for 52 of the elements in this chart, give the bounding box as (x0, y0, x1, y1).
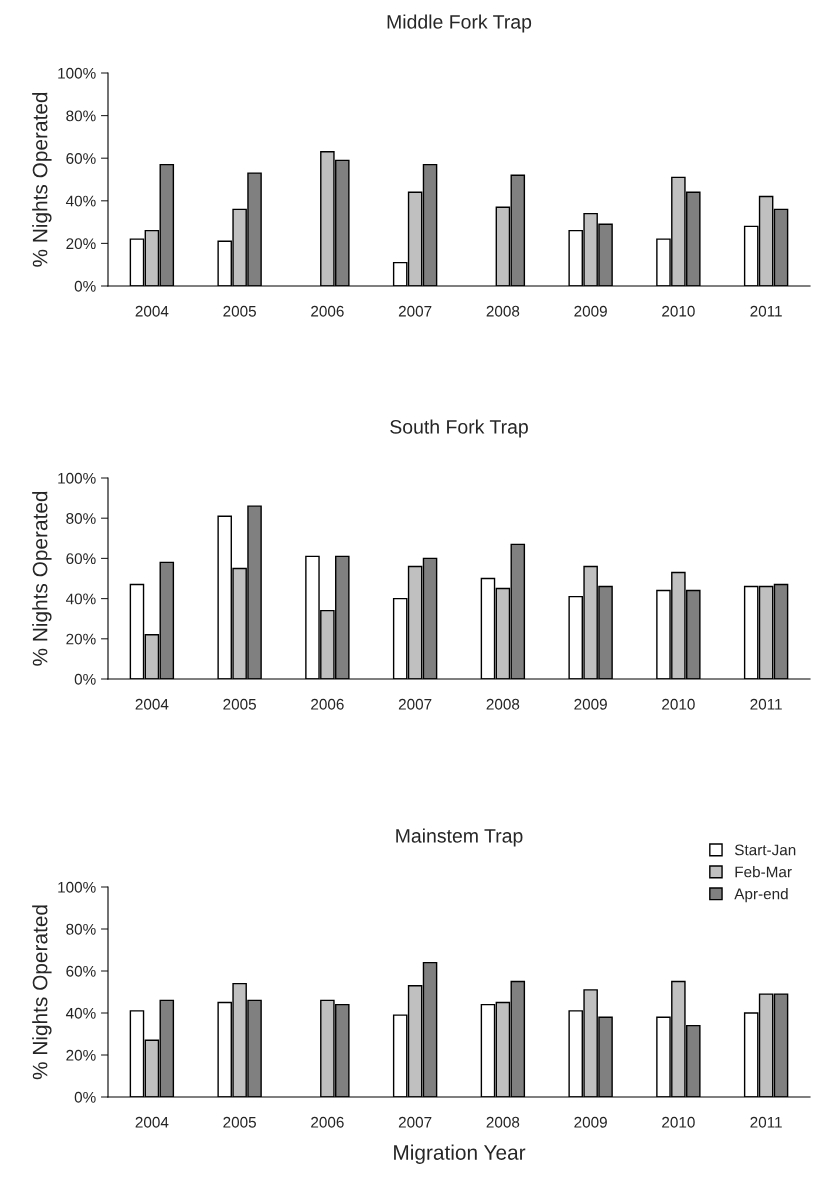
x-tick-label: 2004 (135, 698, 169, 710)
chart-title: Middle Fork Trap (387, 14, 532, 33)
x-tick-label: 2008 (486, 698, 520, 710)
legend-label: Feb-Mar (735, 866, 792, 878)
legend-label: Start-Jan (734, 844, 796, 856)
x-tick-label: 2005 (223, 698, 256, 710)
chart-title: Mainstem Trap (396, 828, 523, 847)
x-tick-label: 2006 (311, 305, 344, 317)
y-axis-title: % Nights Operated (32, 92, 52, 267)
y-tick-label: 80% (66, 923, 96, 935)
x-tick-label: 2010 (662, 698, 695, 710)
x-tick-label: 2009 (574, 305, 607, 317)
x-tick-label: 2006 (311, 1116, 344, 1128)
y-tick-label: 20% (66, 1049, 96, 1061)
x-tick-label: 2004 (135, 1116, 169, 1128)
y-tick-label: 20% (66, 238, 96, 250)
x-tick-label: 2007 (398, 1116, 432, 1128)
x-tick-label: 2009 (574, 698, 607, 710)
y-tick-label: 80% (66, 110, 96, 122)
y-tick-label: 60% (66, 553, 96, 565)
x-tick-label: 2011 (750, 305, 782, 317)
y-tick-label: 40% (65, 1007, 96, 1019)
x-tick-label: 2007 (398, 698, 432, 710)
y-tick-label: 100% (58, 881, 96, 893)
chart-title: South Fork Trap (390, 419, 528, 438)
y-axis-title: % Nights Operated (32, 905, 52, 1080)
x-tick-label: 2011 (750, 1116, 782, 1128)
x-tick-label: 2007 (398, 305, 432, 317)
x-tick-label: 2005 (223, 1116, 256, 1128)
y-tick-label: 80% (66, 513, 96, 524)
x-tick-label: 2011 (750, 698, 782, 710)
x-tick-label: 2008 (486, 1116, 520, 1128)
x-tick-label: 2005 (223, 305, 256, 317)
x-tick-label: 2009 (574, 1116, 607, 1128)
y-tick-label: 60% (66, 965, 96, 977)
x-tick-label: 2010 (662, 1116, 695, 1128)
y-axis-title: % Nights Operated (32, 491, 52, 666)
y-tick-label: 40% (65, 195, 96, 207)
x-tick-label: 2004 (135, 305, 169, 317)
y-tick-label: 0% (74, 1091, 96, 1103)
y-tick-label: 60% (66, 153, 96, 164)
y-tick-label: 20% (66, 633, 96, 645)
y-tick-label: 0% (74, 280, 96, 292)
y-tick-label: 100% (58, 67, 96, 79)
y-tick-label: 40% (65, 593, 96, 605)
x-tick-label: 2006 (311, 698, 344, 710)
x-tick-label: 2010 (662, 305, 695, 317)
legend-label: Apr-end (734, 888, 788, 903)
x-tick-label: 2008 (486, 305, 520, 317)
y-tick-label: 0% (74, 673, 96, 685)
y-tick-label: 100% (58, 472, 96, 484)
x-axis-title: Migration Year (394, 1144, 526, 1164)
